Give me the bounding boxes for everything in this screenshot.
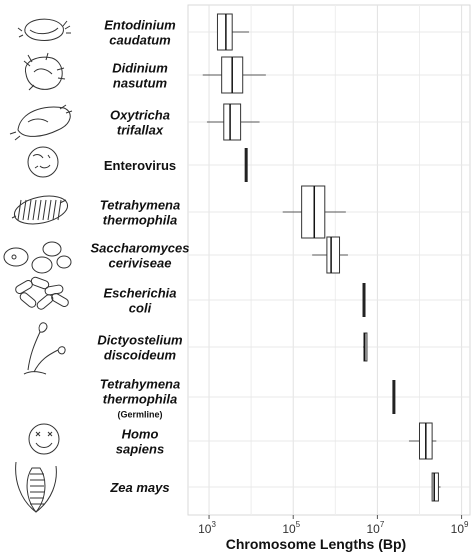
box-plots: [202, 13, 441, 502]
organism-name-line: nasutum: [113, 76, 168, 91]
organism-name-line: Tetrahymena: [100, 198, 180, 213]
box-plot-9: [392, 380, 396, 414]
box-plot-7: [362, 283, 366, 317]
iqr-box: [326, 236, 341, 274]
iqr-box: [301, 185, 326, 239]
single-value-bar: [362, 283, 366, 317]
box-plot-10: [408, 422, 437, 460]
box-plot-2: [202, 56, 266, 94]
corn-icon: [15, 461, 57, 513]
organism-name-line: discoideum: [104, 348, 177, 363]
organism-name-line: caudatum: [109, 33, 171, 48]
organism-name-line: Didinium: [112, 61, 168, 76]
organism-name-sub: (Germline): [117, 410, 162, 420]
organism-name-line: trifallax: [117, 123, 164, 138]
organism-label-11: Zea mays: [109, 480, 169, 495]
box-plot-1: [216, 13, 250, 51]
x-axis-title: Chromosome Lengths (Bp): [226, 536, 406, 552]
single-value-bar: [392, 380, 396, 414]
box-plot-3: [206, 103, 260, 141]
organism-name-line: sapiens: [116, 442, 164, 457]
organism-name-line: ceriviseae: [109, 256, 172, 271]
organism-name-line: Enterovirus: [104, 158, 176, 173]
organism-name-line: Dictyostelium: [97, 333, 183, 348]
organism-label-4: Enterovirus: [104, 158, 176, 173]
box-plot-8: [363, 332, 368, 362]
organism-name-line: Saccharomyces: [90, 241, 189, 256]
iqr-box: [223, 103, 242, 141]
x-tick-label: 103: [198, 520, 216, 536]
iqr-box: [431, 472, 439, 502]
box-plot-5: [282, 185, 346, 239]
single-value-bar: [244, 148, 248, 182]
organism-name-line: Escherichia: [104, 286, 177, 301]
organism-name-line: Zea mays: [109, 480, 169, 495]
virus-icon: [27, 146, 59, 178]
organism-name-line: Tetrahymena: [100, 377, 180, 392]
x-axis-ticks: 103 105 107 109: [198, 515, 469, 536]
dictyostelium-icon: [23, 322, 66, 375]
box-plot-4: [244, 148, 248, 182]
organism-name-line: thermophila: [103, 213, 177, 228]
organism-icons: [3, 18, 73, 513]
didinium-icon: [23, 52, 66, 91]
x-tick-label: 105: [282, 520, 300, 536]
organism-name-line: Homo: [122, 427, 159, 442]
smiley-icon: [28, 423, 60, 455]
oxytricha-icon: [9, 104, 73, 141]
organism-name-line: thermophila: [103, 392, 177, 407]
yeast-icon: [3, 241, 72, 274]
box-plot-6: [312, 236, 348, 274]
bacteria-icon: [15, 276, 69, 310]
box-plot-11: [431, 472, 441, 502]
tetrahymena-icon: [11, 195, 69, 225]
ciliate-icon: [17, 18, 71, 41]
organism-name-line: coli: [129, 301, 152, 316]
x-tick-label: 109: [451, 520, 469, 536]
x-tick-label: 107: [366, 520, 384, 536]
organism-name-line: Entodinium: [104, 18, 176, 33]
iqr-box: [216, 13, 233, 51]
organism-name-line: Oxytricha: [110, 108, 170, 123]
